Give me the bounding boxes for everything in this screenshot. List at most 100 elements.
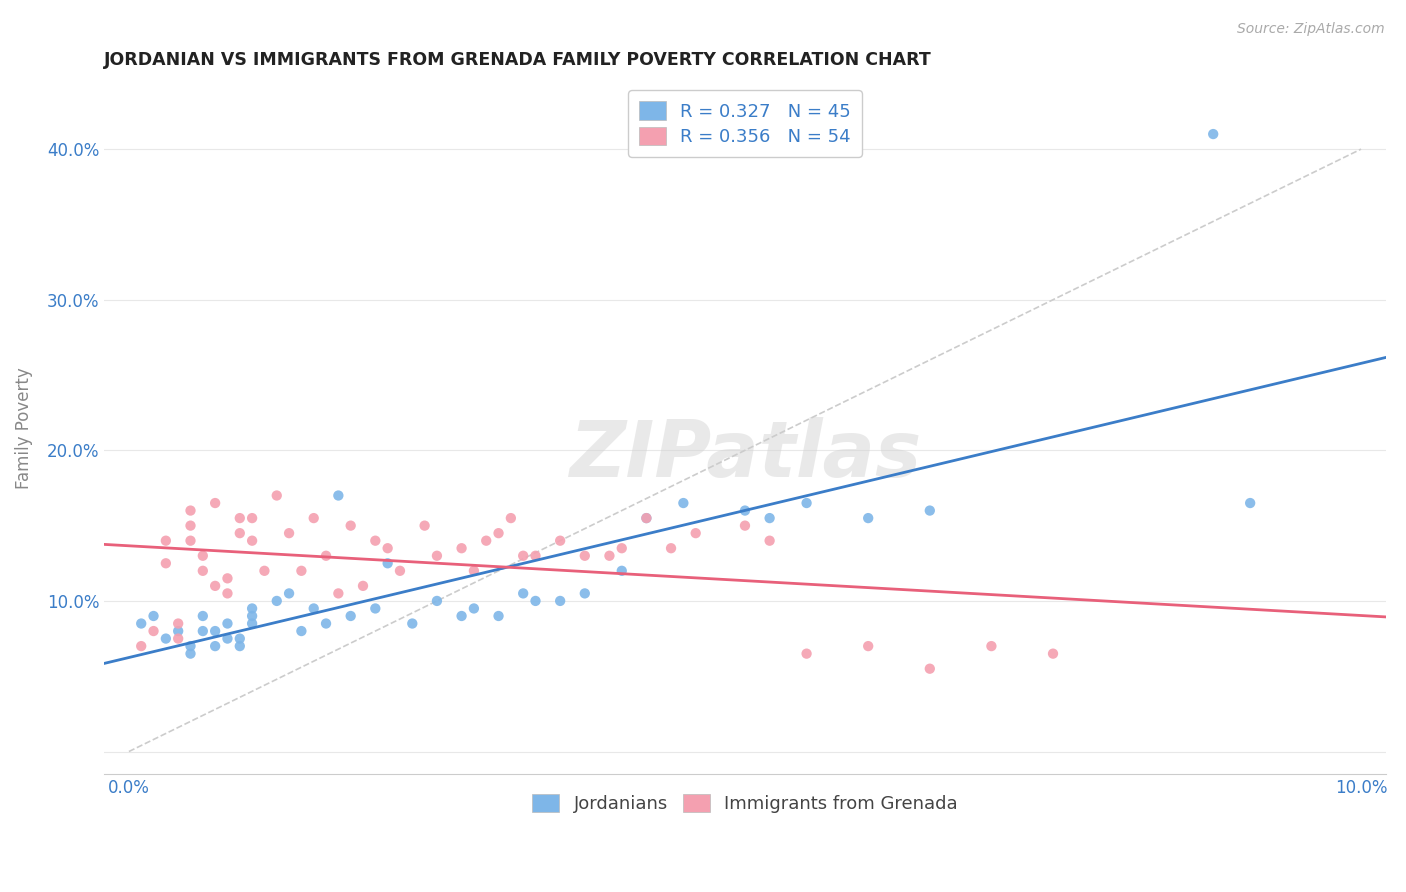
Point: [179, 647, 201, 661]
Point: [574, 549, 596, 563]
Point: [548, 594, 571, 608]
Point: [1202, 127, 1225, 141]
Point: [155, 632, 177, 646]
Point: [191, 549, 214, 563]
Point: [302, 511, 325, 525]
Point: [918, 662, 941, 676]
Point: [980, 639, 1002, 653]
Point: [377, 556, 399, 570]
Point: [918, 503, 941, 517]
Text: ZIPatlas: ZIPatlas: [569, 417, 921, 493]
Point: [179, 639, 201, 653]
Point: [463, 601, 485, 615]
Point: [1239, 496, 1261, 510]
Point: [315, 616, 337, 631]
Point: [339, 518, 361, 533]
Point: [302, 601, 325, 615]
Point: [388, 564, 411, 578]
Point: [240, 601, 263, 615]
Point: [524, 549, 547, 563]
Point: [512, 586, 534, 600]
Point: [672, 496, 695, 510]
Point: [204, 496, 226, 510]
Point: [488, 526, 510, 541]
Point: [524, 594, 547, 608]
Point: [229, 632, 252, 646]
Point: [179, 518, 201, 533]
Point: [229, 639, 252, 653]
Point: [253, 564, 276, 578]
Point: [204, 639, 226, 653]
Point: [339, 609, 361, 624]
Point: [352, 579, 374, 593]
Point: [240, 533, 263, 548]
Point: [512, 549, 534, 563]
Point: [278, 526, 301, 541]
Point: [315, 549, 337, 563]
Point: [401, 616, 423, 631]
Point: [450, 541, 472, 556]
Text: JORDANIAN VS IMMIGRANTS FROM GRENADA FAMILY POVERTY CORRELATION CHART: JORDANIAN VS IMMIGRANTS FROM GRENADA FAM…: [104, 51, 932, 69]
Point: [204, 579, 226, 593]
Point: [598, 549, 620, 563]
Legend: Jordanians, Immigrants from Grenada: Jordanians, Immigrants from Grenada: [522, 783, 969, 824]
Point: [377, 541, 399, 556]
Point: [758, 533, 780, 548]
Point: [636, 511, 658, 525]
Point: [229, 526, 252, 541]
Point: [155, 533, 177, 548]
Point: [290, 624, 312, 638]
Point: [685, 526, 707, 541]
Point: [1042, 647, 1064, 661]
Point: [450, 609, 472, 624]
Point: [328, 586, 350, 600]
Point: [217, 586, 239, 600]
Point: [475, 533, 498, 548]
Point: [548, 533, 571, 548]
Point: [229, 511, 252, 525]
Point: [129, 639, 152, 653]
Point: [734, 518, 756, 533]
Point: [240, 609, 263, 624]
Point: [290, 564, 312, 578]
Point: [179, 533, 201, 548]
Point: [364, 601, 387, 615]
Point: [796, 496, 818, 510]
Point: [191, 564, 214, 578]
Point: [142, 624, 165, 638]
Point: [129, 616, 152, 631]
Point: [191, 609, 214, 624]
Point: [610, 541, 633, 556]
Point: [856, 639, 879, 653]
Point: [155, 556, 177, 570]
Point: [610, 564, 633, 578]
Point: [240, 616, 263, 631]
Point: [179, 503, 201, 517]
Point: [142, 609, 165, 624]
Point: [574, 586, 596, 600]
Y-axis label: Family Poverty: Family Poverty: [15, 367, 32, 489]
Point: [364, 533, 387, 548]
Point: [167, 632, 190, 646]
Point: [240, 511, 263, 525]
Point: [734, 503, 756, 517]
Point: [167, 624, 190, 638]
Point: [266, 594, 288, 608]
Point: [191, 624, 214, 638]
Point: [758, 511, 780, 525]
Point: [328, 489, 350, 503]
Point: [266, 489, 288, 503]
Point: [856, 511, 879, 525]
Point: [426, 594, 449, 608]
Point: [413, 518, 436, 533]
Point: [217, 616, 239, 631]
Point: [217, 571, 239, 585]
Point: [217, 632, 239, 646]
Point: [636, 511, 658, 525]
Point: [204, 624, 226, 638]
Point: [463, 564, 485, 578]
Point: [499, 511, 522, 525]
Point: [659, 541, 682, 556]
Point: [426, 549, 449, 563]
Point: [167, 616, 190, 631]
